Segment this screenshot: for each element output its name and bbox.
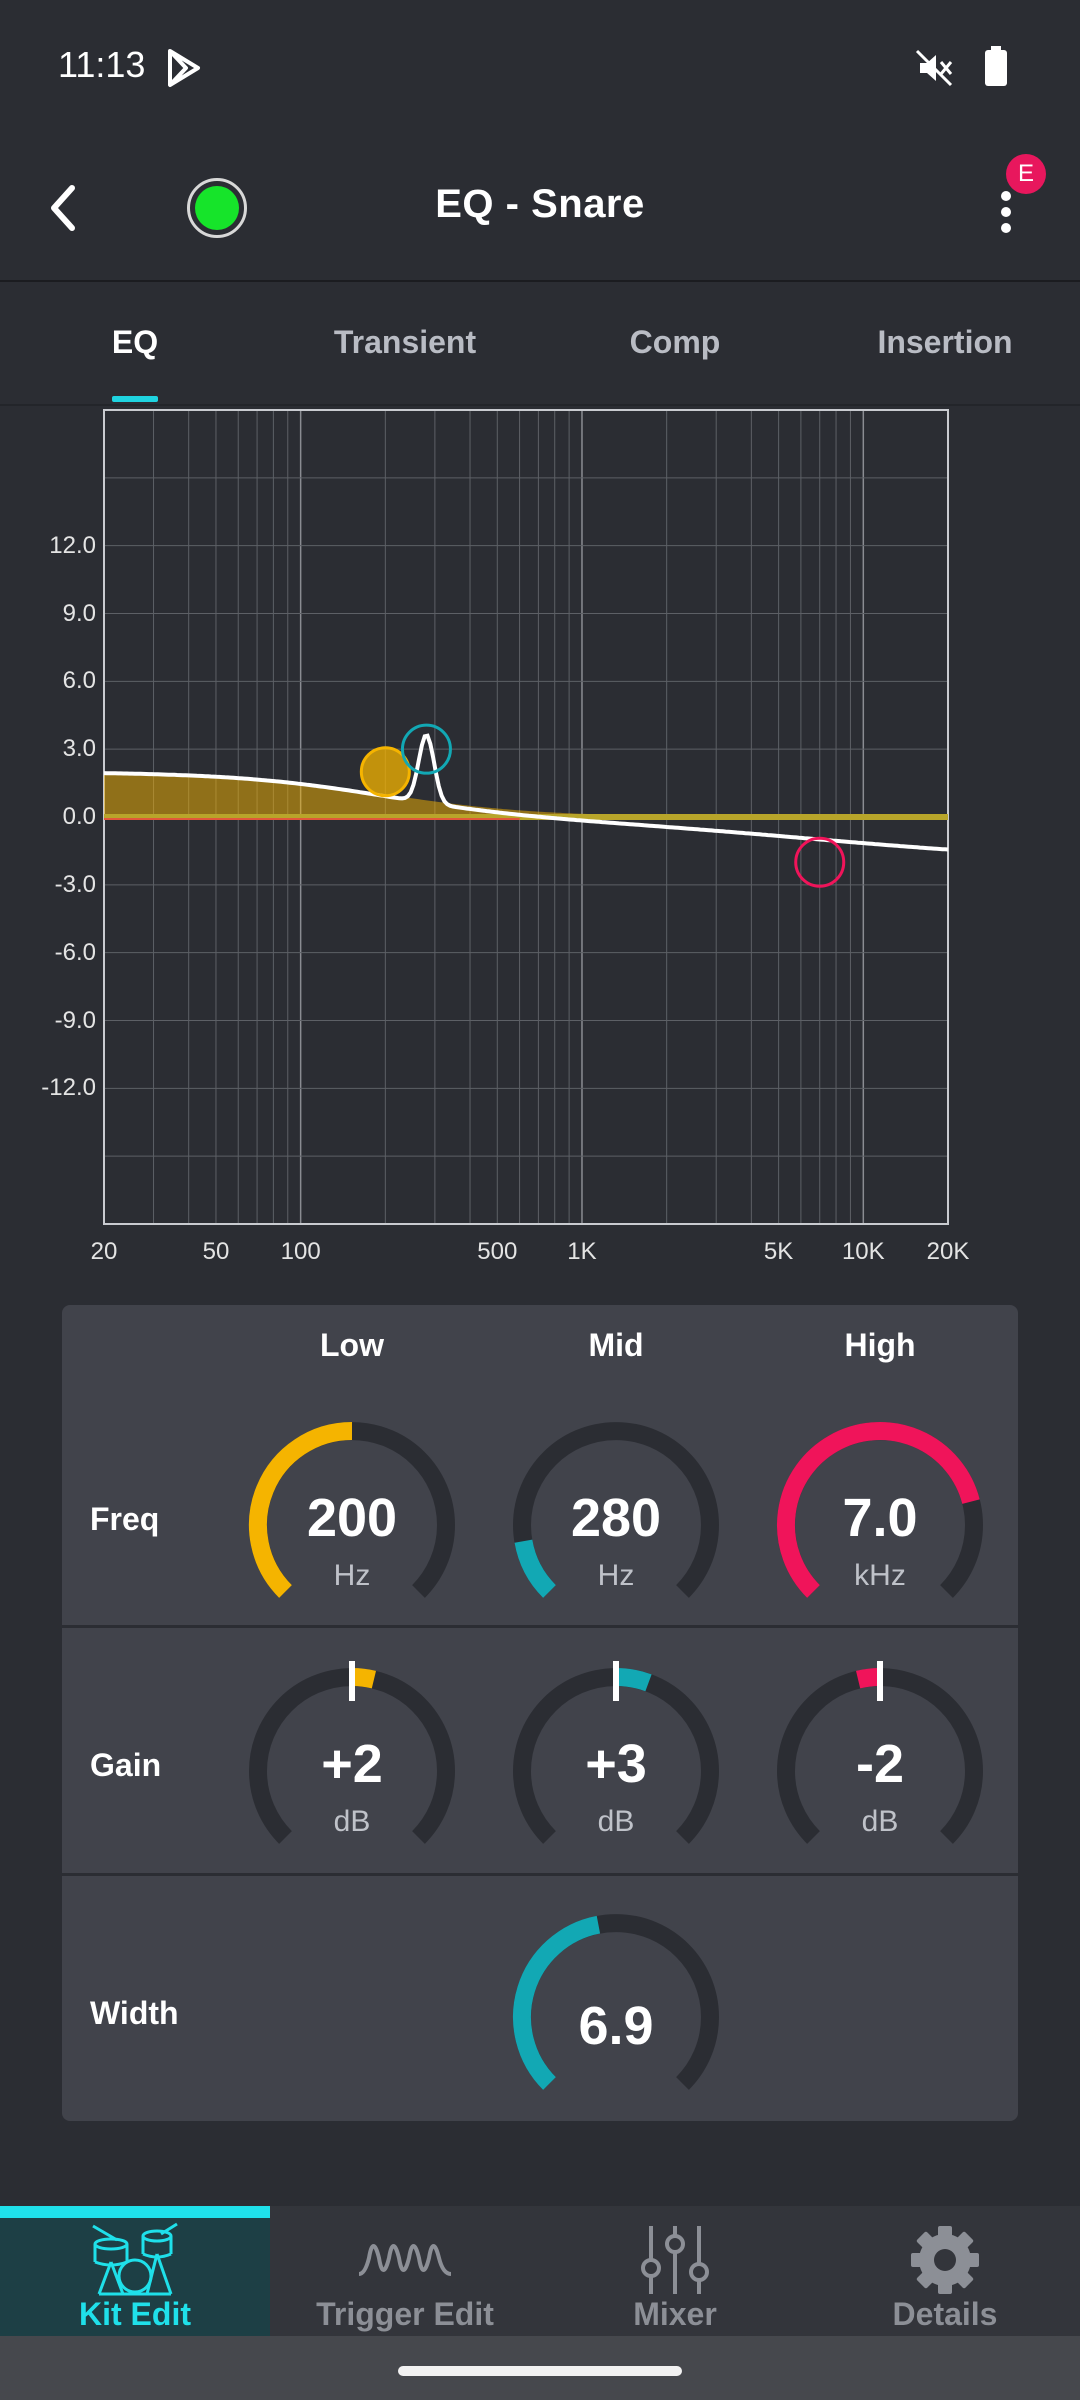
play-store-icon	[168, 49, 200, 87]
knob-fill-arc	[855, 1668, 881, 1689]
low-band-handle[interactable]	[359, 746, 411, 798]
y-axis-tick-label: 6.0	[62, 667, 96, 695]
mute-icon	[915, 49, 953, 87]
mixer-sliders-icon	[641, 2226, 709, 2294]
x-axis-tick-label: 5K	[763, 1238, 794, 1265]
y-axis-tick-label: 12.0	[49, 531, 96, 559]
knob-value: 7.0	[842, 1488, 918, 1548]
back-arrow-icon[interactable]	[36, 178, 96, 238]
home-gesture-handle[interactable]	[398, 2366, 682, 2376]
row-label-width: Width	[90, 1995, 179, 2031]
knob-gain-low[interactable]: +2 dB	[242, 1661, 462, 1881]
column-header-low: Low	[320, 1327, 384, 1363]
tab-comp[interactable]: Comp	[629, 324, 721, 360]
x-axis-tick-label: 20	[90, 1238, 118, 1265]
row-divider	[62, 1625, 1018, 1628]
knob-fill-arc	[514, 1539, 557, 1598]
knob-unit: dB	[333, 1805, 371, 1838]
knob-unit: dB	[597, 1805, 635, 1838]
knob-value: -2	[855, 1734, 904, 1794]
nav-kit-edit[interactable]: Kit Edit	[0, 2206, 270, 2336]
x-axis-tick-label: 500	[477, 1238, 518, 1265]
column-header-mid: Mid	[588, 1327, 644, 1363]
knob-unit: dB	[861, 1805, 899, 1838]
status-bar: 11:13	[0, 0, 1080, 136]
nav-label: Kit Edit	[79, 2296, 191, 2332]
drum-kit-icon	[92, 2222, 178, 2296]
nav-details[interactable]: Details	[810, 2206, 1080, 2336]
connection-status-indicator[interactable]	[187, 178, 247, 238]
eq-response-curve	[103, 733, 949, 852]
nav-trigger-edit[interactable]: Trigger Edit	[270, 2206, 540, 2336]
knob-unit: Hz	[597, 1559, 635, 1592]
knob-gain-mid[interactable]: +3 dB	[506, 1661, 726, 1881]
knob-unit: Hz	[333, 1559, 371, 1592]
row-label-gain: Gain	[90, 1747, 162, 1783]
knob-value: 280	[570, 1488, 662, 1548]
active-tab-indicator	[112, 396, 158, 402]
x-axis-tick-label: 20K	[926, 1238, 970, 1265]
tab-transient[interactable]: Transient	[333, 324, 477, 360]
knob-value: +2	[321, 1734, 383, 1794]
row-label-freq: Freq	[90, 1501, 160, 1537]
high-band-handle[interactable]	[794, 836, 846, 888]
gesture-nav-bar	[0, 2336, 1080, 2400]
bottom-navigation: Kit Edit Trigger Edit Mixer	[0, 2206, 1080, 2336]
knob-freq-low[interactable]: 200 Hz	[242, 1415, 462, 1635]
knob-fill-arc	[776, 1422, 980, 1598]
waveform-icon	[358, 2244, 452, 2276]
knob-freq-mid[interactable]: 280 Hz	[506, 1415, 726, 1635]
status-led-dot	[195, 186, 239, 230]
notification-badge: E	[1006, 154, 1046, 194]
y-axis-tick-label: 3.0	[62, 735, 96, 763]
eq-graph[interactable]: 12.0 9.0 6.0 3.0 0.0 -3.0 -6.0 -9.0 -12.0 20 50 10…	[0, 406, 1080, 1286]
knob-fill-arc	[513, 1915, 601, 2090]
low-band-fill	[104, 772, 948, 817]
nav-label: Trigger Edit	[316, 2296, 494, 2332]
tab-bar: EQ Transient Comp Insertion	[0, 284, 1080, 406]
knob-value: 6.9	[578, 1996, 654, 2056]
y-axis-tick-label: -12.0	[41, 1074, 96, 1102]
gear-icon	[911, 2226, 979, 2294]
nav-label: Mixer	[633, 2296, 717, 2332]
eq-graph-canvas[interactable]	[0, 406, 1080, 1286]
nav-mixer[interactable]: Mixer	[540, 2206, 810, 2336]
knob-freq-high[interactable]: 7.0 kHz	[770, 1415, 990, 1635]
y-axis-tick-label: -9.0	[54, 1006, 96, 1034]
y-axis-tick-label: -3.0	[54, 870, 96, 898]
more-menu-icon[interactable]	[980, 184, 1032, 240]
mid-band-handle[interactable]	[400, 723, 452, 775]
app-header: EQ - Snare E	[0, 136, 1080, 282]
knob-track	[513, 1422, 719, 1598]
knob-fill-arc	[615, 1668, 652, 1692]
knob-fill-arc	[248, 1422, 353, 1598]
x-axis-tick-label: 50	[202, 1238, 230, 1265]
x-axis-tick-label: 1K	[567, 1238, 597, 1265]
knob-value: 200	[306, 1488, 398, 1548]
y-axis-tick-label: 0.0	[62, 803, 96, 830]
active-nav-indicator	[0, 2206, 270, 2218]
knob-value: +3	[585, 1734, 647, 1794]
knob-fill-arc	[351, 1668, 377, 1689]
eq-parameter-panel: Low Mid High Freq Gain Width 200 Hz 280 …	[62, 1305, 1018, 2121]
battery-icon	[985, 46, 1007, 86]
y-axis-tick-label: 9.0	[62, 599, 96, 627]
nav-label: Details	[892, 2296, 998, 2332]
column-header-high: High	[844, 1327, 916, 1363]
page-title: EQ - Snare	[435, 182, 645, 226]
y-axis-tick-label: -6.0	[54, 938, 96, 966]
x-axis-tick-label: 10K	[841, 1238, 885, 1265]
row-divider	[62, 1873, 1018, 1876]
tab-eq[interactable]: EQ	[111, 324, 159, 360]
knob-width[interactable]: 6.9	[506, 1907, 726, 2127]
knob-unit: kHz	[854, 1559, 906, 1592]
tab-insertion[interactable]: Insertion	[877, 324, 1013, 360]
knob-gain-high[interactable]: -2 dB	[770, 1661, 990, 1881]
x-axis-tick-label: 100	[280, 1238, 321, 1265]
status-time: 11:13	[58, 44, 146, 85]
